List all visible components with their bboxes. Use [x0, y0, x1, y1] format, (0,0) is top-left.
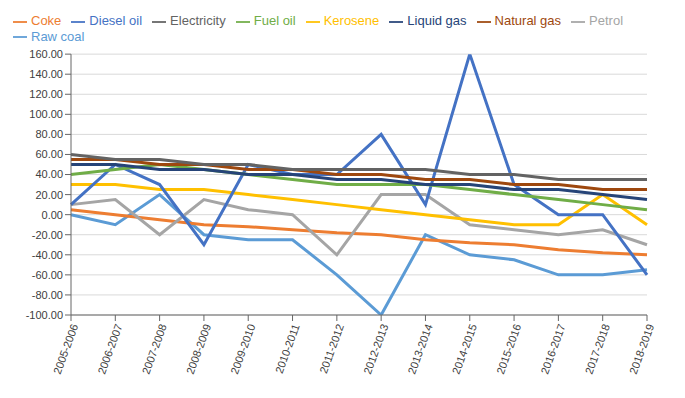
svg-text:2012-2013: 2012-2013 [361, 322, 390, 376]
svg-text:2011-2012: 2011-2012 [317, 322, 346, 375]
svg-text:40.00: 40.00 [35, 168, 63, 180]
svg-text:2016-2017: 2016-2017 [538, 322, 567, 376]
svg-text:80.00: 80.00 [35, 128, 63, 140]
html-text:Coke: Coke [31, 13, 62, 28]
html-text:Fuel oil: Fuel oil [253, 13, 296, 28]
svg-text:2007-2008: 2007-2008 [140, 322, 169, 376]
html-text:Petrol: Petrol [589, 13, 623, 28]
html-text:Diesel oil: Diesel oil [89, 13, 143, 28]
svg-text:0.00: 0.00 [42, 209, 63, 221]
html-text:Liquid gas: Liquid gas [407, 13, 467, 28]
svg-text:2009-2010: 2009-2010 [228, 322, 257, 376]
html-text:Raw coal: Raw coal [31, 28, 85, 44]
svg-text:2013-2014: 2013-2014 [405, 322, 434, 376]
svg-text:60.00: 60.00 [35, 148, 63, 160]
svg-text:2008-2009: 2008-2009 [184, 322, 213, 376]
svg-text:-40.00: -40.00 [32, 249, 63, 261]
svg-text:-80.00: -80.00 [32, 289, 63, 301]
svg-text:2017-2018: 2017-2018 [583, 322, 612, 376]
svg-text:-60.00: -60.00 [32, 269, 63, 281]
html-text:Natural gas: Natural gas [494, 13, 562, 28]
svg-text:2015-2016: 2015-2016 [494, 322, 523, 376]
html-text:Kerosene: Kerosene [323, 13, 380, 28]
svg-text:2018-2019: 2018-2019 [627, 322, 656, 376]
svg-text:140.00: 140.00 [29, 68, 63, 80]
svg-text:-20.00: -20.00 [32, 229, 63, 241]
svg-text:2005-2006: 2005-2006 [51, 322, 80, 376]
svg-text:100.00: 100.00 [29, 108, 63, 120]
svg-text:20.00: 20.00 [35, 189, 63, 201]
html-text:Electricity: Electricity [170, 13, 226, 28]
svg-text:-100.00: -100.00 [26, 309, 63, 321]
svg-text:120.00: 120.00 [29, 88, 63, 100]
svg-text:2014-2015: 2014-2015 [450, 322, 479, 376]
svg-text:2010-2011: 2010-2011 [273, 322, 302, 375]
svg-text:160.00: 160.00 [29, 48, 63, 60]
svg-text:2006-2007: 2006-2007 [95, 322, 124, 376]
